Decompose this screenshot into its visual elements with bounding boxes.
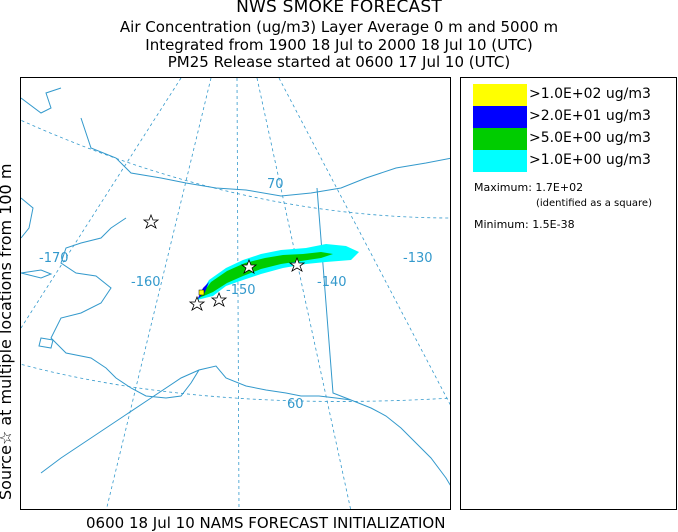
source-star	[240, 258, 258, 274]
source-star	[210, 291, 228, 307]
lon-line-130	[278, 78, 450, 406]
st-lawrence-island	[21, 269, 53, 279]
lon-line-170	[21, 78, 182, 329]
coastline-chukotka	[21, 87, 62, 239]
lat-line-70	[21, 119, 450, 219]
legend-swatch-cyan	[473, 150, 527, 172]
maximum-value: 1.7E+02	[535, 181, 584, 194]
source-star	[142, 213, 160, 229]
plume-contour-1	[197, 244, 359, 300]
lon-label-140: -140	[317, 275, 347, 290]
maximum-label: Maximum:	[474, 181, 532, 194]
minimum-value: 1.5E-38	[532, 218, 575, 231]
plume-max-square	[198, 289, 205, 296]
subtitle-integration: Integrated from 1900 18 Jul to 2000 18 J…	[145, 36, 533, 54]
source-star	[188, 295, 206, 311]
nunivak-island	[38, 337, 54, 349]
source-markers	[142, 213, 306, 311]
legend-label: >2.0E+01 ug/m3	[529, 108, 651, 124]
map-panel: 70 60 -170 -160 -150 -140 -130	[20, 77, 451, 510]
coastline-alaska	[40, 117, 450, 486]
lon-line-160	[106, 78, 212, 509]
minimum-label: Minimum:	[474, 218, 529, 231]
legend-swatch-yellow	[473, 84, 527, 106]
maximum-note: (identified as a square)	[536, 198, 652, 209]
lon-label-170: -170	[39, 251, 69, 266]
lon-label-160: -160	[131, 275, 161, 290]
source-star	[288, 256, 306, 272]
map-svg: 70 60 -170 -160 -150 -140 -130	[21, 78, 450, 509]
border-alaska-canada	[316, 187, 352, 401]
lon-label-130: -130	[403, 251, 433, 266]
subtitle-concentration: Air Concentration (ug/m3) Layer Average …	[119, 18, 559, 36]
legend-panel: >1.0E+02 ug/m3 >2.0E+01 ug/m3 >5.0E+00 u…	[460, 77, 677, 510]
forecast-caption: 0600 18 Jul 10 NAMS FORECAST INITIALIZAT…	[86, 514, 446, 532]
plume-contour-2	[199, 252, 333, 298]
lon-line-150	[236, 78, 240, 509]
legend-label: >1.0E+00 ug/m3	[529, 152, 651, 168]
chart-title: NWS SMOKE FORECAST	[236, 0, 442, 17]
legend-swatch-green	[473, 128, 527, 150]
legend-label: >1.0E+02 ug/m3	[529, 86, 651, 102]
subtitle-release: PM25 Release started at 0600 17 Jul 10 (…	[167, 53, 511, 71]
lat-line-60	[21, 363, 450, 402]
lat-label-60: 60	[287, 397, 304, 412]
legend-label: >5.0E+00 ug/m3	[529, 130, 651, 146]
maximum-stat: Maximum: 1.7E+02	[474, 181, 583, 194]
lon-line-140	[256, 78, 351, 509]
lon-label-150: -150	[226, 283, 256, 298]
minimum-stat: Minimum: 1.5E-38	[474, 218, 575, 231]
source-label-text: Source☆ at multiple locations from 100 m	[0, 164, 15, 500]
legend-swatch-blue	[473, 106, 527, 128]
lat-label-70: 70	[267, 177, 284, 192]
